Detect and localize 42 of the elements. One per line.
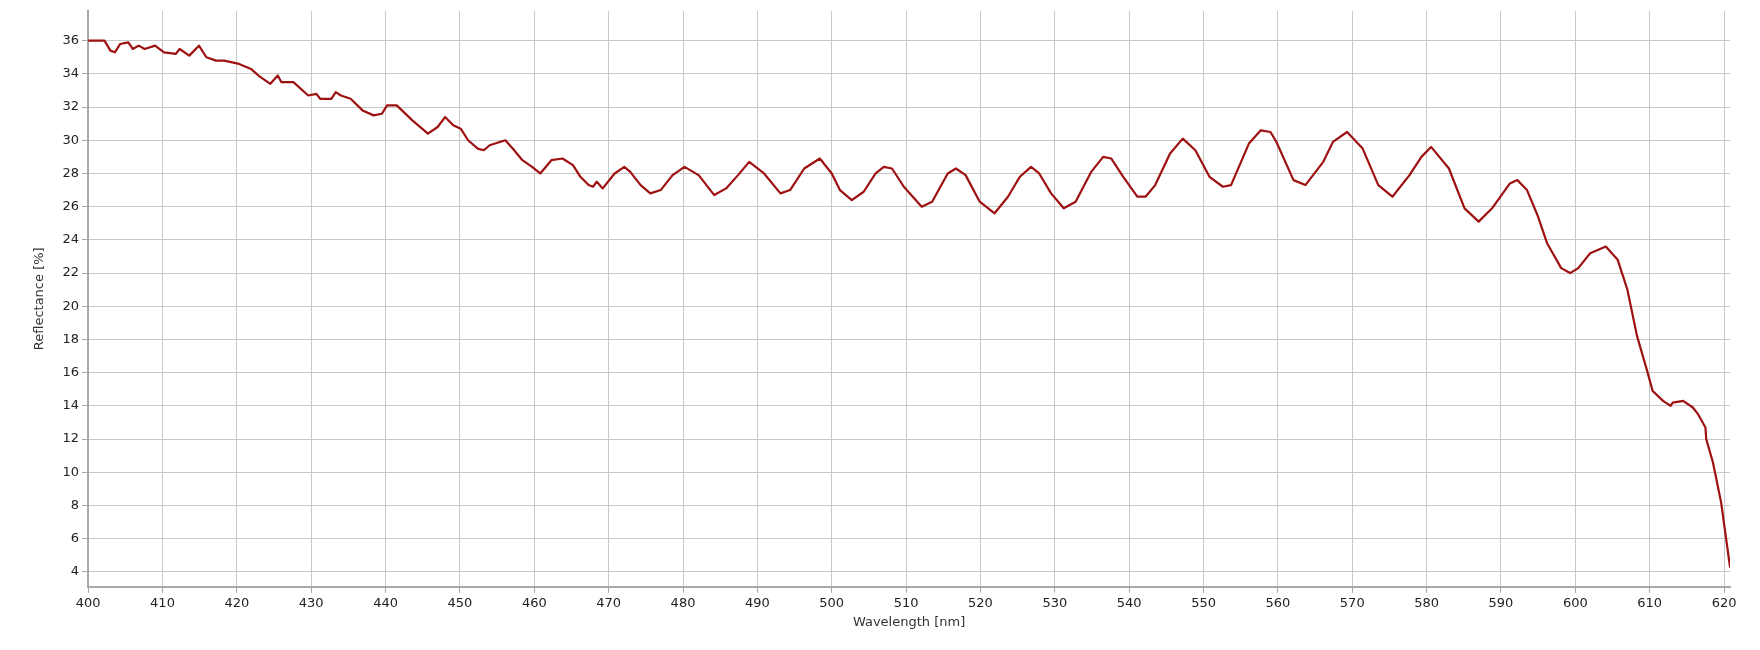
y-tick-label: 26 <box>62 198 80 214</box>
x-tick-label: 520 <box>968 594 993 610</box>
y-tick-label: 16 <box>62 364 80 380</box>
y-tick-label: 18 <box>62 330 80 346</box>
x-tick-label: 610 <box>1637 594 1663 610</box>
y-tick-label: 36 <box>62 32 80 48</box>
x-tick-label: 550 <box>1191 594 1216 610</box>
x-tick-label: 580 <box>1414 594 1440 610</box>
y-tick-label: 4 <box>70 563 80 579</box>
y-tick-label: 32 <box>62 98 80 114</box>
x-tick-label: 540 <box>1116 594 1142 610</box>
x-axis-title: Wavelength [nm] <box>852 613 966 629</box>
x-tick-label: 500 <box>819 594 845 610</box>
x-tick-label: 510 <box>893 594 919 610</box>
y-tick-label: 8 <box>70 496 80 512</box>
x-tick-label: 590 <box>1488 594 1514 610</box>
y-tick-label: 22 <box>62 264 80 280</box>
x-tick-label: 440 <box>373 594 398 610</box>
x-tick-label: 450 <box>447 594 473 610</box>
x-tick-label: 600 <box>1562 594 1588 610</box>
x-tick-label: 560 <box>1265 594 1291 610</box>
y-tick-label: 10 <box>62 463 80 479</box>
y-tick-label: 34 <box>62 65 80 81</box>
x-tick-label: 480 <box>670 594 696 610</box>
x-tick-label: 410 <box>150 594 175 610</box>
x-tick-label: 530 <box>1042 594 1068 610</box>
x-tick-label: 570 <box>1339 594 1365 610</box>
x-tick-label: 460 <box>521 594 547 610</box>
y-tick-label: 28 <box>62 164 80 180</box>
y-tick-label: 6 <box>70 530 80 546</box>
y-tick-label: 30 <box>62 131 80 147</box>
x-tick-label: 470 <box>596 594 622 610</box>
y-tick-label: 24 <box>62 231 80 247</box>
y-tick-label: 12 <box>62 430 80 446</box>
x-tick-label: 420 <box>224 594 250 610</box>
x-tick-label: 620 <box>1711 594 1737 610</box>
y-tick-label: 14 <box>62 397 80 413</box>
x-tick-label: 400 <box>75 594 101 610</box>
x-tick-label: 430 <box>298 594 324 610</box>
y-axis-title: Reflectance [%] <box>31 247 47 351</box>
y-tick-label: 20 <box>62 297 80 313</box>
x-tick-label: 490 <box>744 594 770 610</box>
